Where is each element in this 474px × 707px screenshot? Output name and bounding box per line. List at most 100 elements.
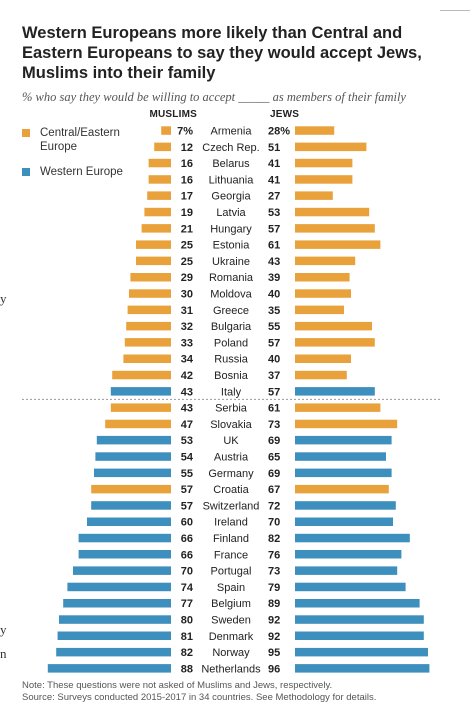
bar-jews [295, 631, 424, 640]
chart-rows: 7% Armenia 28% 12 Czech Rep. 51 16 Belarus 41 16 L… [22, 126, 440, 675]
bar-jews [295, 256, 356, 266]
bar-jews [295, 599, 420, 608]
value-label-muslims: 16 [181, 158, 193, 170]
country-label: Germany [208, 468, 254, 480]
value-label-muslims: 31 [181, 305, 193, 317]
country-label: Spain [217, 582, 245, 594]
country-label: Georgia [211, 191, 251, 203]
bar-muslims [129, 289, 171, 298]
country-label: Belgium [211, 598, 251, 610]
value-label-muslims: 25 [181, 240, 193, 252]
bar-muslims [141, 224, 171, 233]
value-label-muslims: 32 [181, 321, 193, 333]
country-label: Bulgaria [211, 321, 252, 333]
source-text: Source: Surveys conducted 2015-2017 in 3… [22, 692, 377, 703]
bar-muslims [91, 501, 171, 510]
bar-muslims [127, 305, 171, 315]
legend-label: Central/Eastern Europe [40, 127, 120, 153]
legend-swatch-western [22, 168, 30, 176]
series-label-muslims: MUSLIMS [149, 109, 197, 120]
value-label-muslims: 81 [181, 631, 193, 643]
value-label-jews: 61 [268, 403, 280, 415]
bar-muslims [57, 631, 171, 640]
value-label-jews: 96 [268, 663, 280, 675]
value-label-jews: 57 [268, 223, 280, 235]
bar-jews [295, 419, 398, 429]
value-label-jews: 79 [268, 582, 280, 594]
country-label: Italy [221, 386, 242, 398]
value-label-jews: 69 [268, 468, 280, 480]
bar-muslims [144, 207, 171, 217]
value-label-jews: 39 [268, 272, 280, 284]
bar-muslims [96, 435, 171, 445]
value-label-jews: 57 [268, 386, 280, 398]
bar-jews [295, 517, 393, 526]
value-label-jews: 67 [268, 484, 280, 496]
value-label-muslims: 33 [181, 337, 193, 349]
value-label-muslims: 7% [177, 126, 193, 138]
value-label-jews: 35 [268, 305, 280, 317]
value-label-jews: 92 [268, 615, 280, 627]
bar-jews [295, 338, 375, 347]
bar-muslims [154, 142, 171, 152]
value-label-muslims: 17 [181, 191, 193, 203]
bar-jews [295, 240, 381, 249]
bar-jews [295, 403, 381, 412]
left-edge-glyph: y [0, 291, 7, 306]
bar-jews [295, 582, 406, 592]
value-label-muslims: 16 [181, 174, 193, 186]
country-label: Croatia [213, 484, 249, 496]
value-label-jews: 61 [268, 240, 280, 252]
country-label: Lithuania [209, 174, 255, 186]
value-label-muslims: 42 [181, 370, 193, 382]
bar-jews [295, 664, 430, 673]
bar-jews [295, 435, 392, 445]
bar-jews [295, 175, 353, 184]
bar-jews [295, 126, 335, 135]
value-label-jews: 82 [268, 533, 280, 545]
bar-muslims [123, 354, 171, 363]
value-label-muslims: 60 [181, 517, 193, 529]
country-label: Serbia [215, 403, 248, 415]
value-label-muslims: 57 [181, 500, 193, 512]
value-label-jews: 28% [268, 126, 290, 138]
bar-muslims [112, 370, 171, 380]
bar-jews [295, 224, 375, 233]
bar-jews [295, 615, 424, 624]
bar-jews [295, 273, 350, 282]
value-label-muslims: 34 [181, 354, 194, 366]
value-label-jews: 76 [268, 549, 280, 561]
value-label-jews: 72 [268, 500, 280, 512]
bar-jews [295, 289, 351, 298]
country-label: Belarus [212, 158, 250, 170]
value-label-jews: 73 [268, 566, 280, 578]
value-label-jews: 40 [268, 354, 280, 366]
chart-subtitle: % who say they would be willing to accep… [22, 90, 406, 104]
bar-jews [295, 647, 428, 657]
value-label-jews: 37 [268, 370, 280, 382]
bar-muslims [110, 403, 171, 412]
note-text: Note: These questions were not asked of … [22, 680, 333, 691]
country-label: Norway [212, 647, 250, 659]
top-rule [440, 10, 470, 11]
value-label-jews: 55 [268, 321, 280, 333]
bar-muslims [136, 240, 171, 249]
value-label-jews: 27 [268, 191, 280, 203]
bar-muslims [67, 582, 171, 592]
value-label-muslims: 55 [181, 468, 193, 480]
series-label-jews: JEWS [270, 109, 299, 120]
country-label: Ukraine [212, 256, 250, 268]
value-label-jews: 92 [268, 631, 280, 643]
bar-jews [295, 566, 398, 575]
value-label-muslims: 66 [181, 549, 193, 561]
country-label: Bosnia [214, 370, 249, 382]
value-label-muslims: 30 [181, 289, 193, 301]
bar-jews [295, 452, 386, 461]
country-label: Greece [213, 305, 249, 317]
value-label-jews: 41 [268, 158, 280, 170]
value-label-muslims: 43 [181, 386, 193, 398]
value-label-muslims: 70 [181, 566, 193, 578]
value-label-jews: 69 [268, 435, 280, 447]
bar-muslims [126, 321, 171, 331]
country-label: UK [223, 435, 239, 447]
